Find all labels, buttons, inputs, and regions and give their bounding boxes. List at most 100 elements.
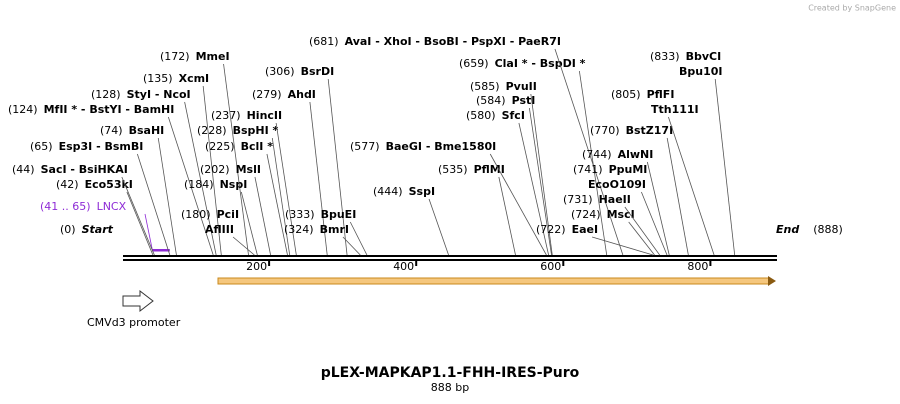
site-line [157, 137, 177, 256]
site-position: (74) [100, 124, 123, 137]
site-name: BsaHI [129, 124, 165, 137]
site-position: (324) [284, 223, 314, 236]
site-label: (724) MscI [571, 208, 635, 221]
end-name: End [776, 223, 799, 236]
site-line [628, 221, 655, 256]
site-label: (202) MslI [200, 163, 261, 176]
site-position: (0) [60, 223, 76, 236]
site-position: (584) [476, 94, 506, 107]
site-position: (202) [200, 163, 230, 176]
site-line [240, 191, 258, 256]
site-name: AhdI [288, 88, 316, 101]
site-position: (180) [181, 208, 211, 221]
site-line [342, 236, 361, 256]
site-line [254, 176, 271, 256]
site-label: (577) BaeGI - Bme1580I [350, 140, 496, 153]
site-position: (306) [265, 65, 295, 78]
end-position: (888) [813, 223, 843, 236]
site-label: (124) MfII * - BstYI - BamHI [8, 103, 174, 116]
feature-name: LNCX [97, 200, 127, 213]
tick-label: 600 [540, 260, 561, 273]
site-name: SspI [409, 185, 435, 198]
site-label: (180) PciI [181, 208, 239, 221]
site-label: (65) Esp3I - BsmBI [30, 140, 143, 153]
site-line [121, 176, 155, 256]
site-name: PciI [217, 208, 239, 221]
site-name: MmeI [196, 50, 230, 63]
site-position: (279) [252, 88, 282, 101]
site-position: (577) [350, 140, 380, 153]
site-label: (584) PstI [476, 94, 535, 107]
site-name: PflMI [474, 163, 505, 176]
site-line [202, 85, 222, 256]
site-label: (741) PpuMI [573, 163, 647, 176]
map-title: pLEX-MAPKAP1.1-FHH-IRES-Puro [321, 365, 580, 381]
site-line [428, 198, 449, 256]
orange-feature-arrow [768, 276, 776, 286]
site-name: ClaI * - BspDI * [495, 57, 586, 70]
site-line [530, 93, 553, 256]
site-position: (225) [205, 140, 235, 153]
site-position: (741) [573, 163, 603, 176]
site-line [232, 236, 255, 256]
start-label: (0) Start [60, 223, 114, 236]
site-line [714, 78, 736, 256]
site-line [136, 153, 171, 256]
site-position: (805) [611, 88, 641, 101]
site-name: NspI [220, 178, 248, 191]
site-label: (42) Eco53kI [56, 178, 133, 191]
credit: Created by SnapGene [808, 4, 896, 13]
site-position: (585) [470, 80, 500, 93]
site-line [591, 236, 654, 256]
site-name: PstI [512, 94, 536, 107]
site-label: (333) BpuEI [285, 208, 356, 221]
site-position: (184) [184, 178, 214, 191]
site-name: BaeGI - Bme1580I [386, 140, 497, 153]
site-label: (306) BsrDI [265, 65, 334, 78]
site-label: Tth111I [651, 103, 699, 116]
feature-line [144, 213, 153, 250]
site-name: PvuII [506, 80, 537, 93]
site-label: (44) SacI - BsiHKAI [12, 163, 128, 176]
site-name: PpuMI [609, 163, 648, 176]
site-position: (724) [571, 208, 601, 221]
site-name: Esp3I - BsmBI [59, 140, 144, 153]
site-name: Eco53kI [85, 178, 133, 191]
site-label: (225) BclI * [205, 140, 273, 153]
feature-bar [152, 249, 170, 252]
site-line [126, 191, 154, 256]
site-position: (135) [143, 72, 173, 85]
site-label: (659) ClaI * - BspDI * [459, 57, 586, 70]
site-label: (184) NspI [184, 178, 247, 191]
site-label: (237) HincII [211, 109, 282, 122]
site-name: BbvCI [686, 50, 722, 63]
site-line [498, 176, 516, 256]
site-line [528, 107, 552, 256]
site-line [184, 101, 217, 256]
site-label: (833) BbvCI [650, 50, 721, 63]
site-name: HaeII [599, 193, 631, 206]
site-line [266, 153, 288, 256]
site-position: (681) [309, 35, 339, 48]
site-line [518, 122, 549, 256]
site-label: (172) MmeI [160, 50, 230, 63]
site-position: (333) [285, 208, 315, 221]
site-position: (833) [650, 50, 680, 63]
site-position: (228) [197, 124, 227, 137]
site-name: Start [82, 223, 114, 236]
site-label: (279) AhdI [252, 88, 316, 101]
site-line [668, 116, 715, 256]
site-label: (681) AvaI - XhoI - BsoBI - PspXI - PaeR7… [309, 35, 561, 48]
site-name: BsrDI [301, 65, 335, 78]
site-position: (237) [211, 109, 241, 122]
site-name: BpuEI [321, 208, 357, 221]
site-line [327, 78, 348, 256]
site-name: AvaI - XhoI - BsoBI - PspXI - PaeR7I [345, 35, 561, 48]
site-name: SacI - BsiHKAI [41, 163, 128, 176]
site-line [624, 206, 660, 256]
site-name: AlwNI [618, 148, 654, 161]
tick-label: 400 [393, 260, 414, 273]
site-label: (722) EaeI [536, 223, 598, 236]
site-position: (744) [582, 148, 612, 161]
orange-feature [217, 277, 771, 285]
